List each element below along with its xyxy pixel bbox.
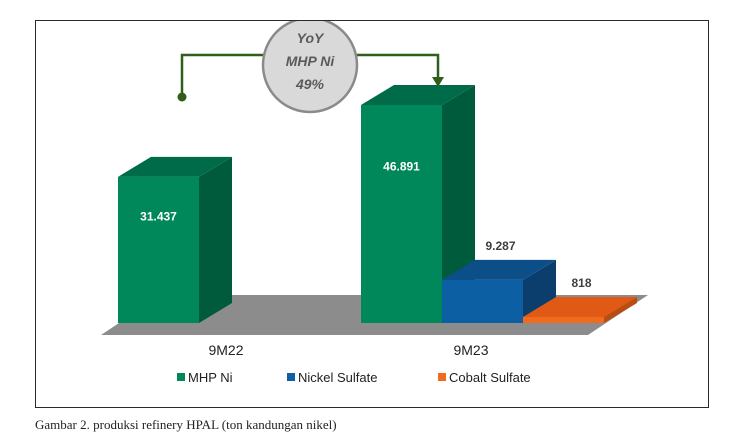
- yoy-arrowhead-icon: [432, 77, 444, 87]
- bar-cobalt-sulfate-9m23-side: [604, 297, 637, 323]
- data-label-mhp-ni-9m22: 31.437: [140, 210, 177, 224]
- yoy-annotation-line-3: 49%: [295, 76, 325, 92]
- legend-label-mhp-ni: MHP Ni: [188, 370, 233, 385]
- figure-caption: Gambar 2. produksi refinery HPAL (ton ka…: [35, 417, 337, 432]
- legend-swatch-mhp-ni: [177, 373, 185, 381]
- bar-mhp-ni-9m22-top: [118, 156, 232, 177]
- x-tick-label-9m23: 9M23: [453, 342, 488, 358]
- yoy-annotation-line-2: MHP Ni: [286, 53, 336, 69]
- bar-nickel-sulfate-9m23-top: [442, 259, 556, 280]
- legend-label-nickel-sulfate: Nickel Sulfate: [298, 370, 377, 385]
- x-tick-label-9m22: 9M22: [208, 342, 243, 358]
- data-label-mhp-ni-9m23: 46.891: [383, 159, 420, 173]
- bar-chart: 31.437 46.891 9.287 818 9M22 9M23 YoY MHP Ni 49%…: [101, 21, 648, 385]
- yoy-bubble: [261, 21, 359, 114]
- bar-mhp-ni-9m22: [118, 176, 199, 323]
- chart-frame: 31.437 46.891 9.287 818 9M22 9M23 YoY MHP Ni 49%…: [35, 20, 709, 408]
- bar-cobalt-sulfate-9m23: [523, 317, 604, 323]
- bar-mhp-ni-9m23-side: [442, 85, 475, 323]
- bar-mhp-ni-9m23: [361, 105, 442, 323]
- bar-mhp-ni-9m23-top: [361, 85, 475, 105]
- bar-mhp-ni-9m22-side: [199, 156, 232, 323]
- legend-swatch-cobalt-sulfate: [438, 373, 446, 381]
- legend-swatch-nickel-sulfate: [287, 373, 295, 381]
- data-label-nickel-sulfate-9m23: 9.287: [485, 239, 515, 253]
- bar-nickel-sulfate-9m23: [442, 279, 523, 323]
- yoy-connector-dot: [177, 92, 187, 102]
- yoy-connector-right: [356, 53, 440, 79]
- yoy-annotation-line-1: YoY: [297, 30, 325, 46]
- legend-label-cobalt-sulfate: Cobalt Sulfate: [449, 370, 531, 385]
- yoy-connector-left: [180, 53, 264, 97]
- bar-cobalt-sulfate-9m23-top: [523, 297, 637, 317]
- data-label-cobalt-sulfate-9m23: 818: [571, 276, 591, 290]
